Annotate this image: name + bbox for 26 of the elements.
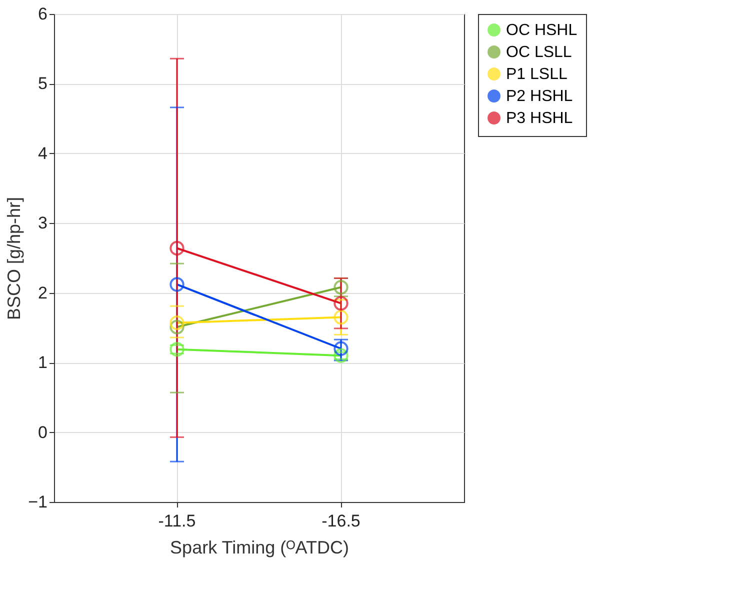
legend-label: OC LSLL — [506, 44, 572, 61]
y-tick-label: −1 — [28, 492, 48, 512]
legend-label: OC HSHL — [506, 22, 578, 39]
x-tick-label: -11.5 — [158, 512, 196, 530]
point — [170, 320, 184, 334]
point — [334, 280, 348, 295]
point — [334, 348, 348, 363]
point — [170, 240, 184, 256]
y-tick-label: 1 — [38, 353, 48, 372]
y-tick-label: 2 — [38, 283, 48, 302]
x-axis-title: Spark Timing (ᴼATDC) — [170, 538, 349, 558]
x-tick-label: -16.5 — [322, 512, 360, 530]
y-tick-label: 6 — [38, 4, 48, 24]
legend-label: P1 LSLL — [506, 66, 568, 83]
y-tick-label: 3 — [38, 214, 48, 233]
point — [334, 296, 348, 311]
y-axis-title: BSCO [g/hp-hr] — [4, 196, 24, 320]
y-tick-label: 4 — [38, 144, 48, 163]
legend-label: P2 HSHL — [506, 88, 573, 105]
y-tick-label: 0 — [38, 422, 48, 442]
y-tick-label: 5 — [38, 74, 48, 94]
legend-label: P3 HSHL — [506, 110, 573, 127]
point — [170, 316, 184, 330]
point — [170, 277, 184, 292]
point — [334, 310, 348, 325]
point — [334, 341, 348, 356]
